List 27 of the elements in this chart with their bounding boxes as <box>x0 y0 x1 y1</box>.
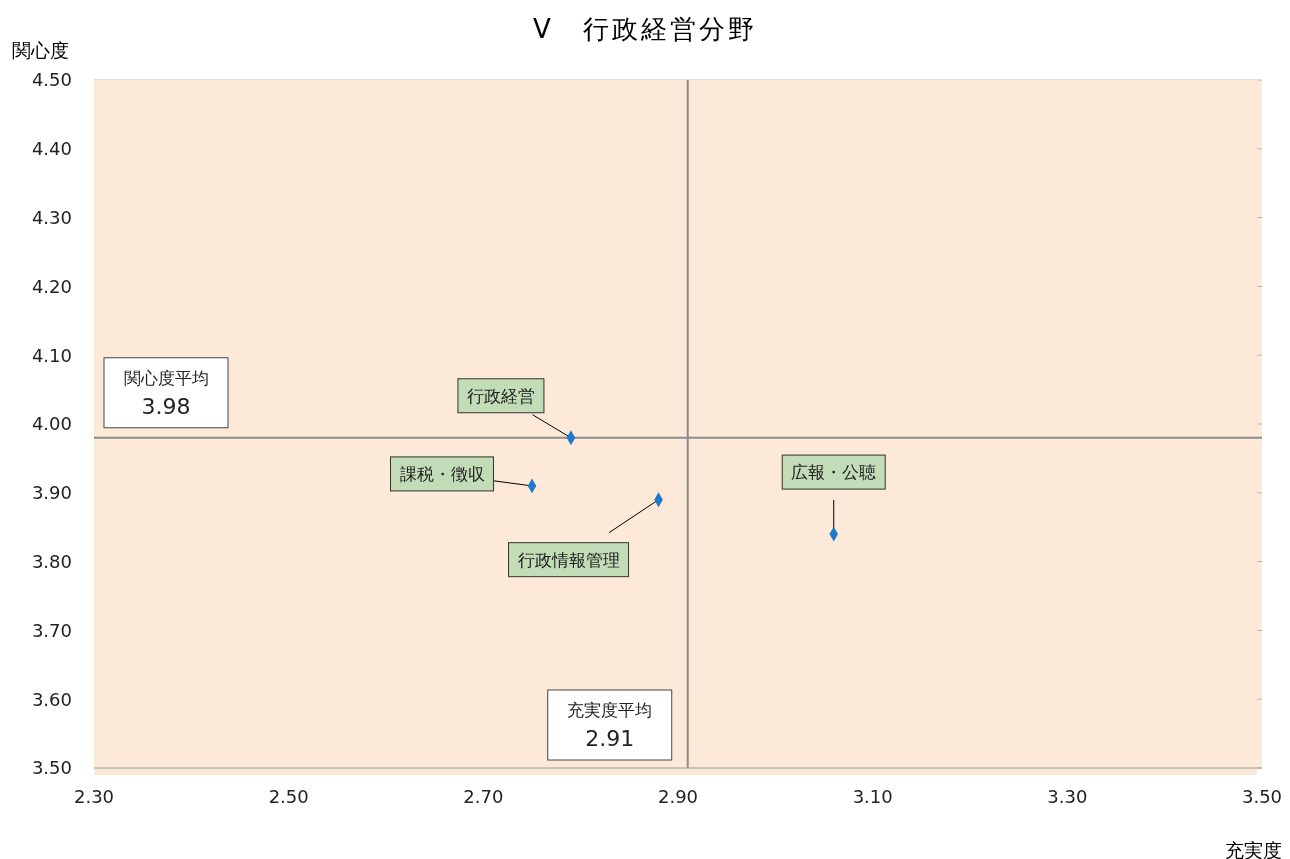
ref-line-label: 充実度平均 2.91 <box>567 700 653 751</box>
ref-line-label: 関心度平均 3.98 <box>123 367 209 419</box>
y-tick-label: 3.80 <box>31 550 72 572</box>
y-tick-label: 4.20 <box>31 275 72 297</box>
y-tick-label: 4.10 <box>31 344 72 366</box>
x-tick-label: 2.90 <box>657 785 699 807</box>
x-tick-label: 3.10 <box>852 785 893 807</box>
y-tick-label: 3.60 <box>31 688 72 710</box>
x-axis-title: 充実度 <box>1225 838 1282 859</box>
annotation: 行政経営 <box>466 385 535 406</box>
annotation: 行政情報管理 <box>517 549 620 570</box>
x-tick-label: 2.50 <box>268 785 309 807</box>
chart-title: V 行政経営分野 <box>533 14 757 44</box>
y-tick-label: 4.50 <box>31 69 72 91</box>
y-tick-label: 4.00 <box>31 413 72 435</box>
annotation: 課税・徴収 <box>399 463 485 484</box>
x-tick-label: 3.30 <box>1047 785 1088 807</box>
y-tick-label: 4.30 <box>31 206 72 228</box>
y-tick-label: 3.90 <box>31 482 72 504</box>
x-tick-label: 2.30 <box>73 785 115 807</box>
y-axis-title: 関心度 <box>12 38 69 63</box>
y-tick-label: 3.70 <box>31 619 72 641</box>
annotation: 広報・公聴 <box>791 462 877 483</box>
y-tick-label: 3.50 <box>31 757 72 779</box>
x-tick-label: 2.70 <box>463 785 504 807</box>
y-tick-label: 4.40 <box>31 138 72 160</box>
x-tick-label: 3.50 <box>1241 785 1283 807</box>
